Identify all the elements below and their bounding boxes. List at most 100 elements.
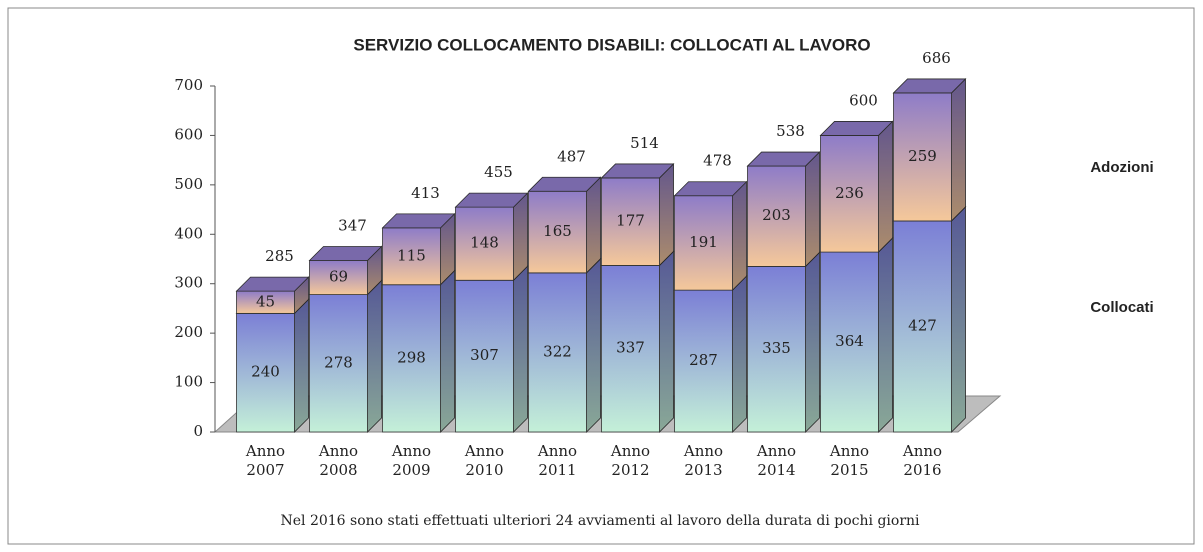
total-label: 686 — [922, 49, 951, 67]
value-label: 165 — [543, 222, 572, 240]
bar-top — [819, 121, 894, 136]
bar-side — [732, 275, 747, 433]
bar — [528, 190, 587, 274]
bar-side — [294, 298, 309, 433]
total-label: 285 — [265, 247, 294, 265]
y-tick-label: 600 — [174, 125, 203, 143]
bar-top — [454, 192, 529, 208]
value-label: 259 — [908, 147, 937, 165]
bar — [309, 294, 368, 433]
bar — [893, 92, 952, 222]
bar-side — [878, 120, 893, 254]
y-tick-label: 500 — [174, 175, 203, 193]
total-label: 347 — [338, 216, 367, 234]
y-tick-label: 400 — [174, 224, 203, 242]
bar-side — [951, 77, 966, 222]
value-label: 427 — [908, 316, 937, 334]
bar — [455, 206, 514, 281]
bar-side — [805, 151, 820, 268]
total-label: 538 — [776, 122, 805, 140]
bar-top — [527, 176, 602, 192]
bar — [601, 177, 660, 266]
bar-side — [513, 265, 528, 433]
bar — [747, 165, 806, 267]
legend-label: Collocati — [1090, 299, 1153, 316]
bar — [528, 272, 587, 433]
bar — [820, 135, 879, 253]
total-label: 455 — [484, 163, 513, 181]
total-label: 487 — [557, 147, 586, 165]
y-tick-label: 0 — [193, 422, 203, 440]
bar-top — [235, 276, 310, 292]
bar-side — [732, 180, 747, 292]
x-tick-label: Anno 2010 — [464, 442, 505, 479]
x-tick-label: Anno 2013 — [683, 442, 724, 479]
value-label: 335 — [762, 339, 791, 357]
bar — [382, 284, 441, 433]
x-tick-label: Anno 2014 — [756, 442, 797, 479]
value-label: 364 — [835, 332, 864, 350]
value-label: 337 — [616, 339, 645, 357]
total-label: 600 — [849, 91, 878, 109]
value-label: 203 — [762, 206, 791, 224]
value-label: 45 — [256, 292, 275, 310]
x-tick-label: Anno 2011 — [537, 442, 578, 479]
bar-side — [951, 205, 966, 433]
bar-side — [659, 250, 674, 433]
value-label: 287 — [689, 351, 718, 369]
y-tick-label: 300 — [174, 274, 203, 292]
x-tick-label: Anno 2009 — [391, 442, 432, 479]
value-label: 69 — [329, 268, 348, 286]
chart-title: SERVIZIO COLLOCAMENTO DISABILI: COLLOCAT… — [353, 35, 870, 54]
value-label: 191 — [689, 233, 718, 251]
x-tick-label: Anno 2016 — [902, 442, 943, 479]
bar — [309, 260, 368, 295]
bar — [674, 289, 733, 433]
bar-side — [440, 269, 455, 433]
value-label: 115 — [397, 246, 426, 264]
x-tick-label: Anno 2007 — [245, 442, 286, 479]
value-label: 322 — [543, 342, 572, 360]
bar-top — [673, 181, 748, 197]
y-tick-label: 100 — [174, 373, 203, 391]
bar — [382, 227, 441, 286]
bar-side — [586, 257, 601, 433]
x-tick-label: Anno 2015 — [829, 442, 870, 479]
frame — [7, 7, 1195, 545]
value-label: 148 — [470, 234, 499, 252]
value-label: 278 — [324, 353, 353, 371]
value-label: 177 — [616, 212, 645, 230]
bar — [601, 265, 660, 433]
bar-side — [878, 237, 893, 433]
bar — [455, 279, 514, 433]
bar-side — [513, 192, 528, 282]
bar-top — [746, 151, 821, 167]
value-label: 240 — [251, 363, 280, 381]
bar-side — [586, 176, 601, 274]
y-tick-label: 200 — [174, 323, 203, 341]
bar — [236, 312, 295, 433]
bar-top — [308, 246, 383, 261]
bar-top — [892, 78, 967, 94]
bar — [674, 195, 733, 291]
bar-side — [367, 279, 382, 433]
bar-side — [659, 162, 674, 267]
x-tick-label: Anno 2012 — [610, 442, 651, 479]
value-label: 307 — [470, 346, 499, 364]
bar — [893, 220, 952, 433]
total-label: 413 — [411, 184, 440, 202]
bar-top — [600, 163, 675, 179]
y-tick-label: 700 — [174, 76, 203, 94]
total-label: 478 — [703, 152, 732, 170]
x-tick-label: Anno 2008 — [318, 442, 359, 479]
value-label: 236 — [835, 184, 864, 202]
legend-label: Adozioni — [1090, 159, 1153, 176]
note: Nel 2016 sono stati effettuati ulteriori… — [280, 513, 920, 529]
total-label: 514 — [630, 134, 659, 152]
bar — [747, 266, 806, 433]
value-label: 298 — [397, 348, 426, 366]
bar-side — [805, 251, 820, 433]
bar-top — [381, 213, 456, 229]
